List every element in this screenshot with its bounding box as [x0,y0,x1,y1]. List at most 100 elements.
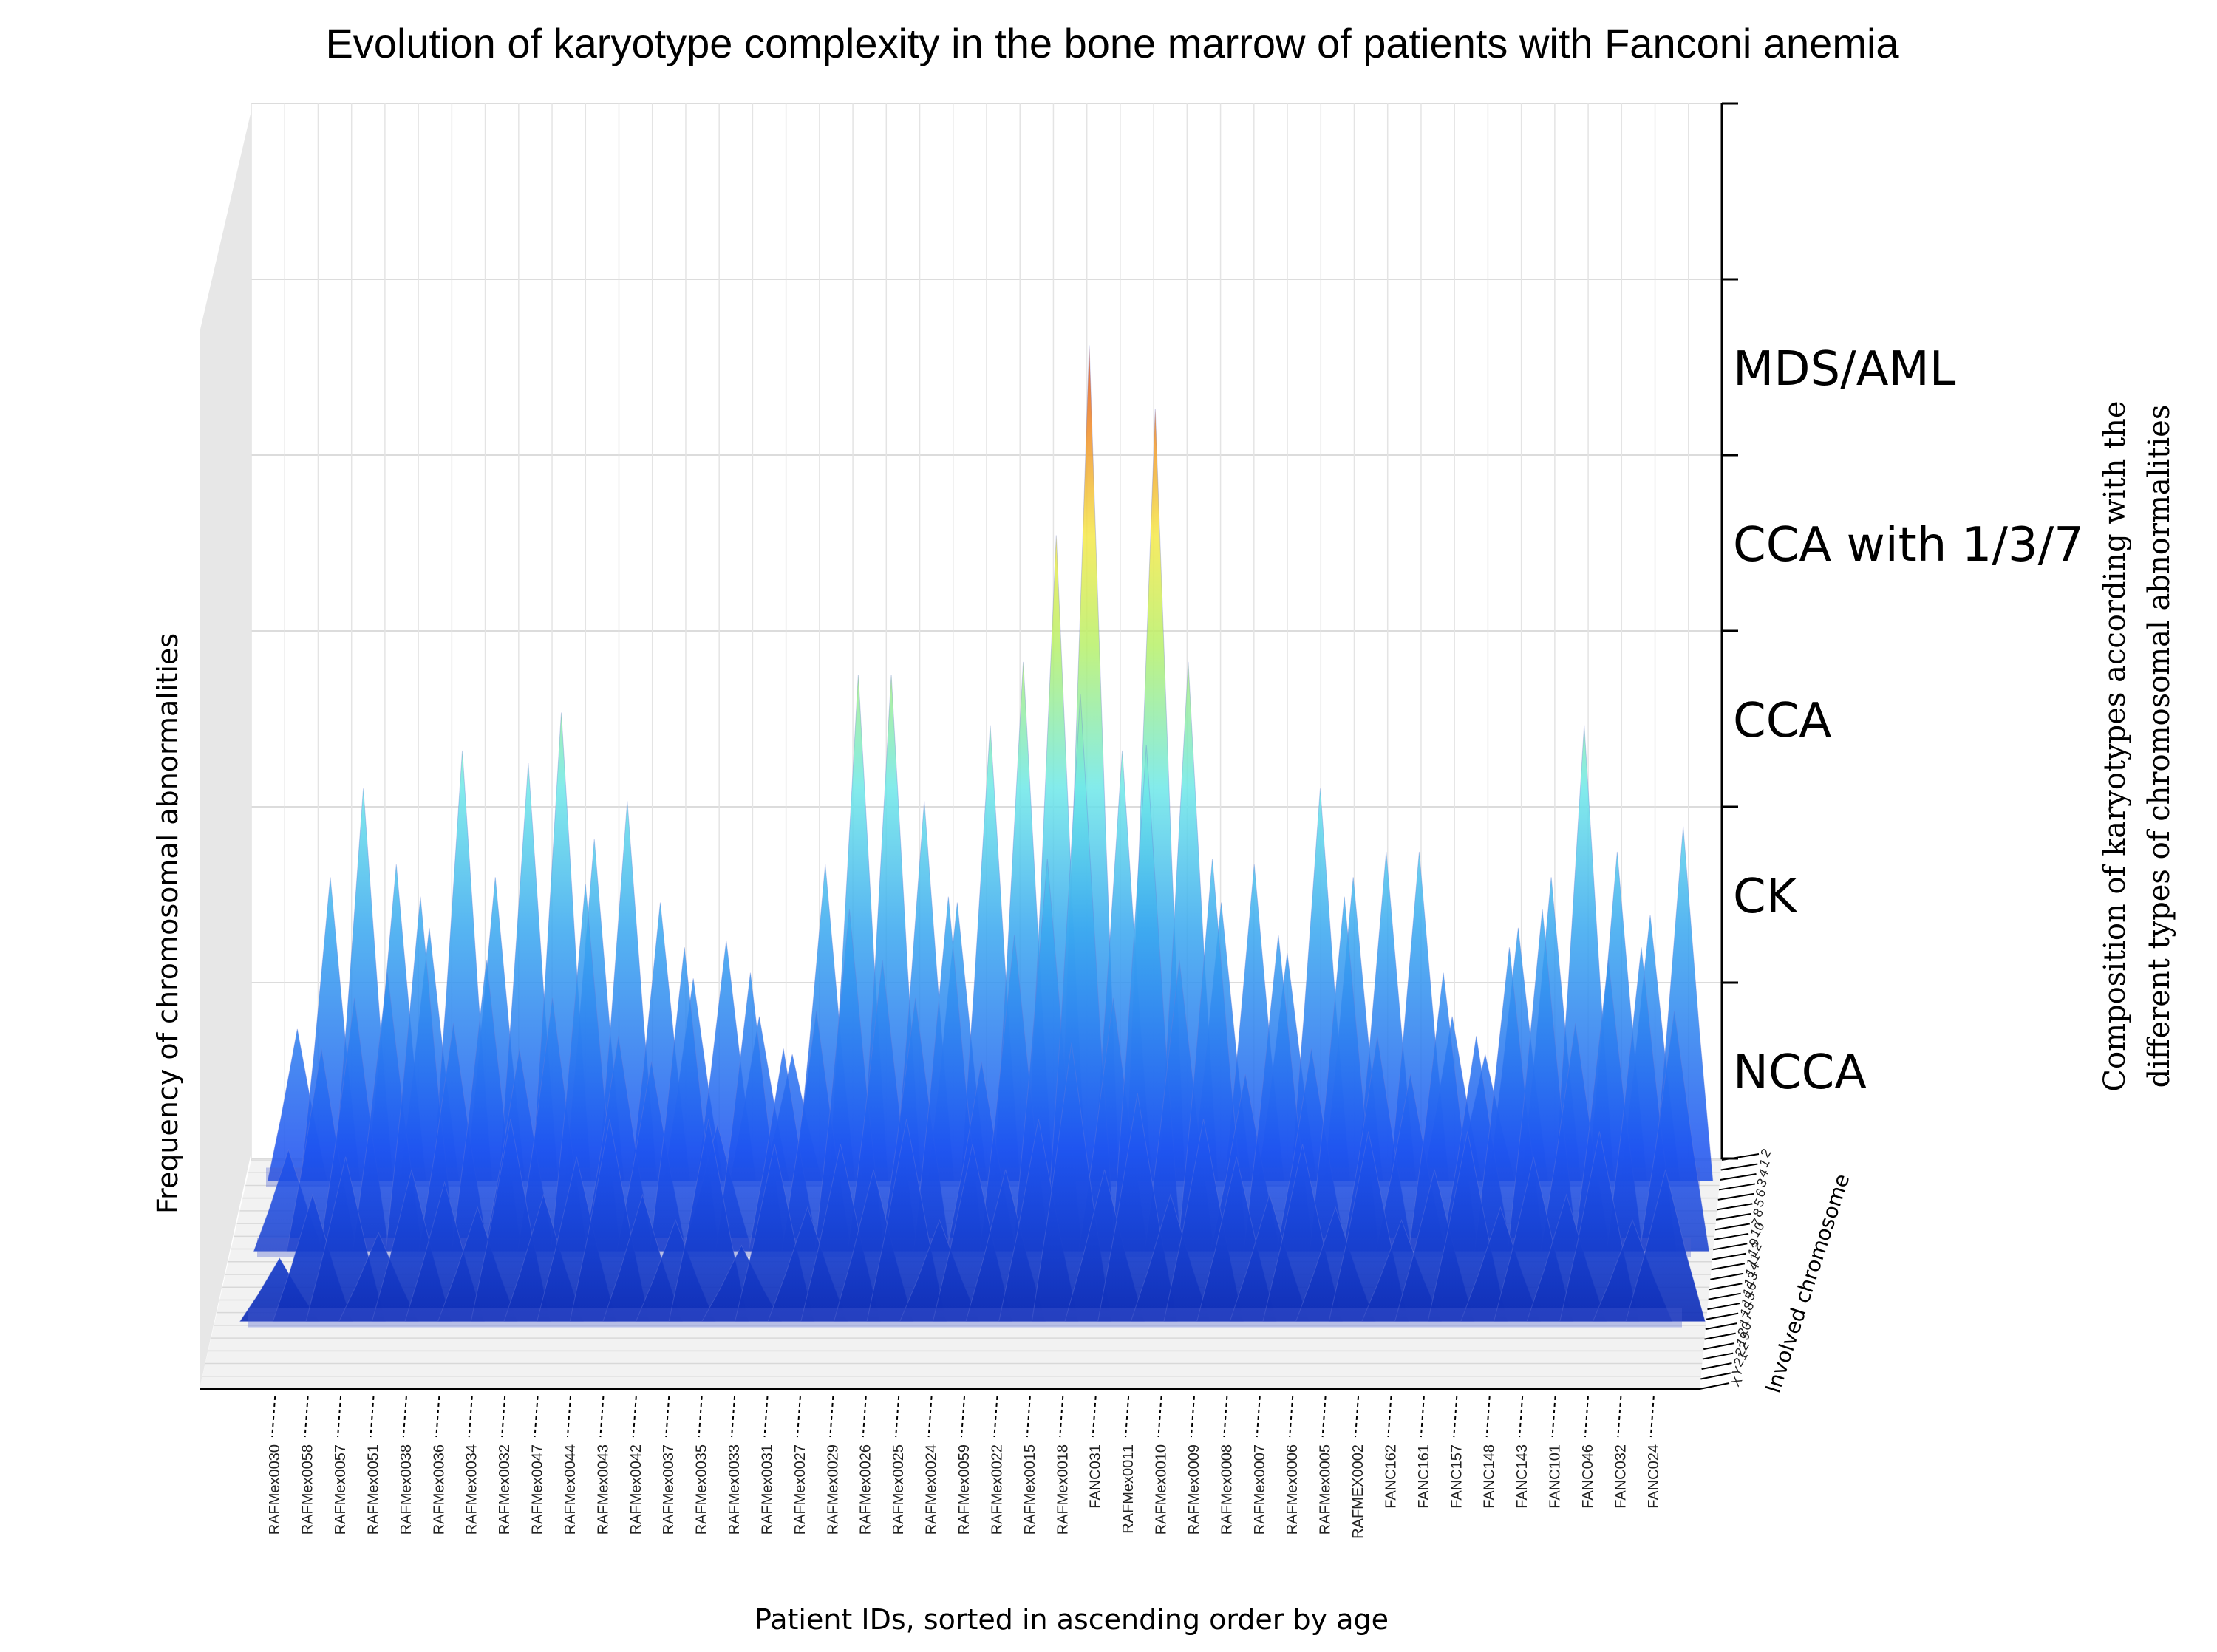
chromosome-tick [1717,1192,1754,1201]
x-tick [1387,1396,1392,1438]
patient-id-label: RAFMex0043 [595,1444,611,1535]
patient-id-label: FANC031 [1088,1444,1104,1509]
patient-id-label: FANC046 [1580,1444,1596,1509]
patient-id-label: RAFMex0018 [1055,1444,1071,1535]
x-tick [1649,1396,1655,1438]
left-back-wall [200,111,251,1389]
patient-id-label: RAFMex0031 [759,1444,775,1535]
x-tick [1059,1396,1064,1438]
right-label-line2: different types of chromosomal abnormali… [2142,405,2176,1088]
x-tick [698,1396,703,1438]
surface-spike [1625,1169,1706,1322]
x-tick [1453,1396,1458,1438]
patient-id-label: RAFMex0042 [628,1444,644,1535]
patient-id-label: RAFMex0024 [924,1444,940,1535]
x-ticks [271,1396,1655,1438]
x-tick [763,1396,769,1438]
chromosome-tick [1706,1312,1739,1320]
x-tick [1420,1396,1425,1438]
x-tick [731,1396,736,1438]
patient-id-label: FANC024 [1646,1444,1662,1509]
x-tick [862,1396,867,1438]
z-level-label: CCA with 1/3/7 [1733,518,2084,573]
patient-id-labels: RAFMex0030 RAFMex0058 RAFMex0057 RAFMex0051… [267,1444,1662,1539]
patient-id-label: RAFMex0034 [464,1444,480,1535]
surface-spike [1639,1010,1710,1252]
patient-id-label: FANC161 [1416,1444,1432,1509]
x-tick [337,1396,342,1438]
chromosome-tick [1714,1223,1750,1231]
surface-plot [239,345,1714,1328]
y-axis-title: Involved chromosome [1760,1171,1854,1396]
chromosome-tick [1718,1183,1755,1191]
x-tick [1617,1396,1622,1438]
x-tick [1551,1396,1556,1438]
x-tick [1026,1396,1031,1438]
x-tick [993,1396,998,1438]
patient-id-label: RAFMex0059 [956,1444,973,1535]
patient-id-label: RAFMex0008 [1219,1444,1235,1535]
patient-id-label: RAFMex0030 [267,1444,283,1535]
x-tick [1223,1396,1228,1438]
x-tick [1519,1396,1524,1438]
chromosome-tick [1709,1283,1743,1291]
chromosome-tick [1710,1272,1744,1280]
x-tick [927,1396,933,1438]
chromosome-tick [1712,1252,1746,1260]
patient-id-label: RAFMex0035 [694,1444,710,1535]
chart-title: Evolution of karyotype complexity in the… [325,20,1899,66]
x-tick [271,1396,276,1438]
x-tick [304,1396,309,1438]
patient-id-label: RAFMex0037 [661,1444,677,1535]
x-tick [1321,1396,1327,1438]
patient-id-label: RAFMex0044 [562,1444,579,1535]
x-tick [599,1396,605,1438]
chromosome-tick [1711,1263,1746,1271]
chromosome-tick [1699,1382,1730,1390]
chromosome-tick [1720,1173,1757,1181]
chromosome-tick [1704,1332,1736,1340]
z-level-labels: NCCA CK CCA CCA with 1/3/7 MDS/AML [1733,342,2084,1100]
z-axis-title: Frequency of chromosomal abnormalities [151,633,184,1214]
chromosome-tick [1700,1372,1731,1380]
x-tick [1125,1396,1130,1438]
x-tick [1485,1396,1491,1438]
chromosome-tick [1716,1212,1751,1221]
patient-id-label: RAFMex0058 [300,1444,316,1535]
row-base-slab [248,1308,1682,1328]
x-tick [632,1396,637,1438]
patient-id-label: RAFMex0027 [792,1444,808,1535]
x-tick [1157,1396,1162,1438]
patient-id-label: RAFMex0005 [1318,1444,1334,1535]
chromosome-tick [1703,1342,1735,1351]
patient-id-label: RAFMex0007 [1252,1444,1268,1535]
x-tick [501,1396,506,1438]
patient-id-label: RAFMex0033 [726,1444,743,1535]
z-level-label: CK [1733,870,1799,924]
patient-id-label: RAFMex0051 [365,1444,381,1535]
z-level-label: NCCA [1733,1045,1867,1100]
patient-id-label: RAFMEX0002 [1350,1444,1366,1539]
patient-id-label: RAFMex0047 [530,1444,546,1535]
x-tick [1584,1396,1589,1438]
x-tick [1355,1396,1360,1438]
patient-id-label: RAFMex0057 [333,1444,349,1535]
chromosome-tick [1721,1153,1760,1161]
chromosome-tick [1702,1352,1734,1360]
chromosome-tick [1707,1303,1740,1311]
x-tick [1256,1396,1261,1438]
x-tick [370,1396,375,1438]
x-tick [534,1396,539,1438]
chromosome-tick [1720,1163,1758,1171]
patient-id-label: RAFMex0015 [1022,1444,1038,1535]
x-tick [829,1396,834,1438]
patient-id-label: FANC162 [1383,1444,1399,1509]
patient-id-label: RAFMex0025 [890,1444,907,1535]
patient-id-label: RAFMex0026 [858,1444,874,1535]
right-label-line1: Composition of karyotypes according with… [2098,400,2132,1091]
x-tick [566,1396,571,1438]
patient-id-label: RAFMex0032 [497,1444,513,1535]
x-tick [1190,1396,1195,1438]
